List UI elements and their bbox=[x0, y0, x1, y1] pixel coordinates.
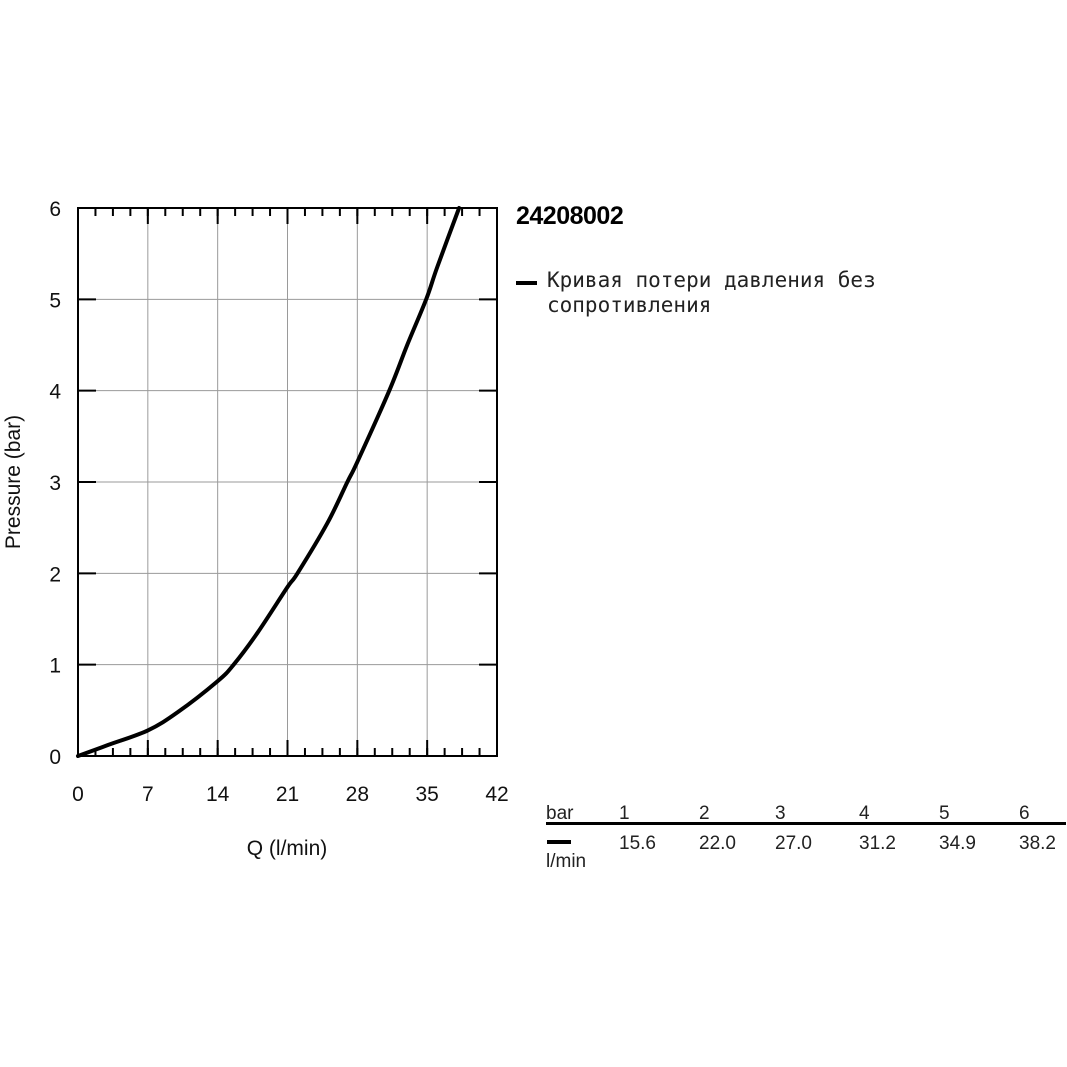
plot-frame bbox=[77, 207, 498, 757]
y-axis-title: Pressure (bar) bbox=[2, 415, 25, 549]
x-axis-title: Q (l/min) bbox=[247, 837, 328, 860]
table-header-unit: bar bbox=[546, 803, 574, 824]
tick-labels: 0 7 14 21 28 35 42 0 1 2 3 4 5 6 bbox=[49, 198, 508, 806]
table-flow-cell: 15.6 bbox=[619, 833, 656, 854]
x-tick-label: 21 bbox=[276, 783, 299, 806]
y-tick-label: 5 bbox=[49, 289, 61, 312]
table-flow-cell: 31.2 bbox=[859, 833, 896, 854]
legend-label: Кривая потери давления без сопротивления bbox=[547, 268, 876, 317]
x-tick-label: 7 bbox=[142, 783, 154, 806]
x-tick-label: 28 bbox=[346, 783, 369, 806]
table-flow-cell: 34.9 bbox=[939, 833, 976, 854]
x-tick-label: 42 bbox=[485, 783, 508, 806]
legend-swatch bbox=[516, 281, 537, 285]
table-series-swatch bbox=[547, 840, 571, 844]
y-tick-label: 2 bbox=[49, 563, 61, 586]
table-pressure-cell: 6 bbox=[1019, 803, 1030, 824]
table-flow-cell: 27.0 bbox=[775, 833, 812, 854]
table-pressure-cell: 4 bbox=[859, 803, 870, 824]
y-tick-label: 3 bbox=[49, 472, 61, 495]
x-tick-label: 0 bbox=[72, 783, 84, 806]
grid bbox=[78, 208, 497, 756]
table-pressure-cell: 3 bbox=[775, 803, 786, 824]
table-pressure-cell: 1 bbox=[619, 803, 630, 824]
y-tick-label: 0 bbox=[49, 746, 61, 769]
table-pressure-cell: 5 bbox=[939, 803, 950, 824]
x-tick-label: 14 bbox=[206, 783, 230, 806]
flow-table: bar 1 2 3 4 5 6 15.6 22.0 27.0 31.2 34.9… bbox=[546, 800, 1067, 880]
y-tick-label: 6 bbox=[49, 198, 61, 221]
table-unit-label: l/min bbox=[546, 851, 587, 872]
table-flow-cell: 38.2 bbox=[1019, 833, 1056, 854]
model-number: 24208002 bbox=[516, 202, 624, 230]
y-tick-label: 4 bbox=[49, 381, 61, 404]
series-line-pressure-loss bbox=[76, 206, 462, 758]
table-flow-cell: 22.0 bbox=[699, 833, 736, 854]
x-tick-label: 35 bbox=[415, 783, 438, 806]
y-tick-label: 1 bbox=[49, 655, 61, 678]
table-divider bbox=[546, 822, 1066, 825]
table-pressure-cell: 2 bbox=[699, 803, 710, 824]
